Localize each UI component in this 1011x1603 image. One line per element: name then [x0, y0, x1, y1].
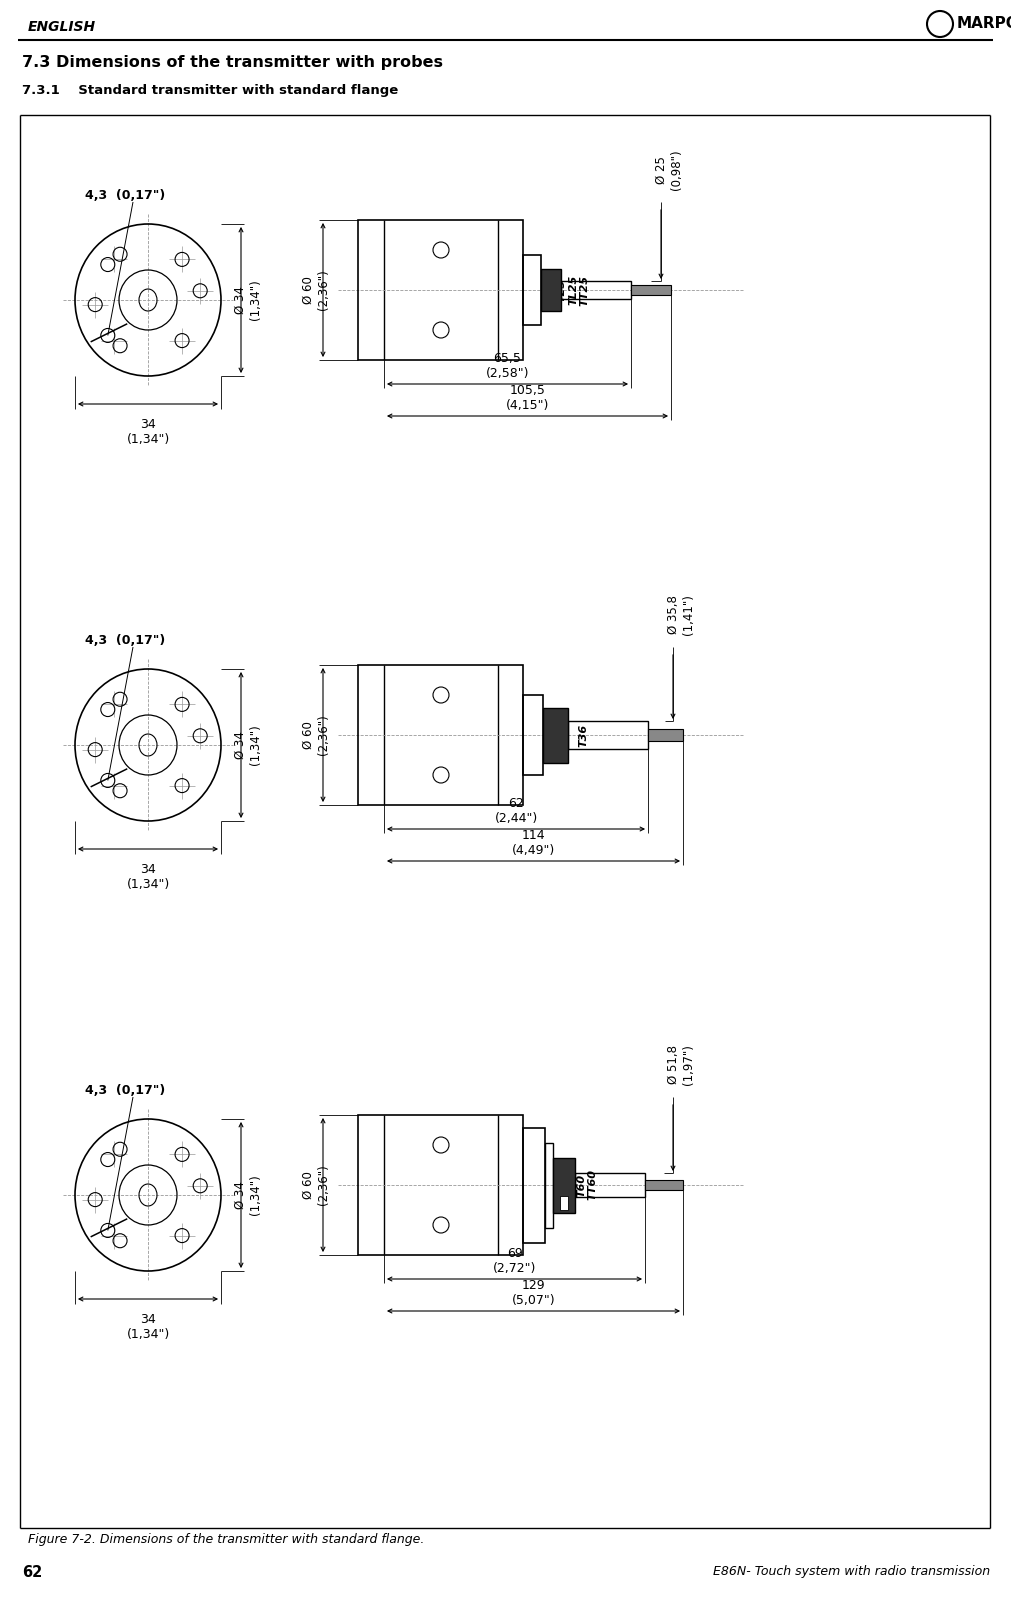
- Text: Figure 7-2. Dimensions of the transmitter with standard flange.: Figure 7-2. Dimensions of the transmitte…: [28, 1532, 425, 1545]
- Bar: [568, 721, 648, 749]
- Bar: [545, 1143, 553, 1228]
- Bar: [523, 696, 543, 774]
- Text: 105,5
(4,15"): 105,5 (4,15"): [506, 385, 549, 412]
- Bar: [543, 709, 568, 763]
- Bar: [541, 269, 561, 311]
- Text: MARPOSS: MARPOSS: [957, 16, 1011, 32]
- Text: 7.3 Dimensions of the transmitter with probes: 7.3 Dimensions of the transmitter with p…: [22, 55, 443, 71]
- Text: Ø 60
(2,36"): Ø 60 (2,36"): [302, 1165, 330, 1205]
- Text: 114
(4,49"): 114 (4,49"): [512, 829, 555, 858]
- Bar: [358, 1116, 523, 1255]
- Text: Ø 34
(1,34"): Ø 34 (1,34"): [234, 279, 262, 321]
- Bar: [560, 1196, 568, 1210]
- Text: 62
(2,44"): 62 (2,44"): [494, 797, 538, 826]
- Text: 34
(1,34"): 34 (1,34"): [126, 862, 170, 891]
- Bar: [631, 285, 671, 295]
- Text: 4,3  (0,17"): 4,3 (0,17"): [85, 189, 165, 202]
- Bar: [358, 220, 523, 361]
- Text: 129
(5,07"): 129 (5,07"): [512, 1279, 555, 1306]
- Text: T36: T36: [578, 723, 588, 747]
- Text: Ø 51,8
(1,97"): Ø 51,8 (1,97"): [667, 1044, 695, 1085]
- Bar: [648, 729, 683, 741]
- Bar: [645, 1180, 683, 1189]
- Text: 69
(2,72"): 69 (2,72"): [492, 1247, 536, 1274]
- Bar: [523, 255, 541, 325]
- Bar: [575, 1173, 645, 1197]
- Text: m: m: [934, 19, 945, 29]
- Circle shape: [927, 11, 953, 37]
- Text: Ø 60
(2,36"): Ø 60 (2,36"): [302, 715, 330, 755]
- Text: E86N- Touch system with radio transmission: E86N- Touch system with radio transmissi…: [713, 1565, 990, 1577]
- Text: 7.3.1    Standard transmitter with standard flange: 7.3.1 Standard transmitter with standard…: [22, 83, 398, 98]
- Text: T25
TL25
TT25: T25 TL25 TT25: [556, 274, 589, 306]
- Text: Ø 25
(0,98"): Ø 25 (0,98"): [655, 149, 683, 191]
- Bar: [553, 1157, 575, 1213]
- Bar: [358, 665, 523, 805]
- Text: Ø 34
(1,34"): Ø 34 (1,34"): [234, 725, 262, 765]
- Text: Ø 60
(2,36"): Ø 60 (2,36"): [302, 269, 330, 311]
- Text: 4,3  (0,17"): 4,3 (0,17"): [85, 1084, 165, 1096]
- Text: 62: 62: [22, 1565, 42, 1581]
- Text: 34
(1,34"): 34 (1,34"): [126, 418, 170, 446]
- Bar: [523, 1129, 545, 1242]
- Text: 34
(1,34"): 34 (1,34"): [126, 1313, 170, 1342]
- Text: Ø 35,8
(1,41"): Ø 35,8 (1,41"): [667, 595, 695, 635]
- Text: 65,5
(2,58"): 65,5 (2,58"): [485, 353, 529, 380]
- Text: ENGLISH: ENGLISH: [28, 19, 96, 34]
- Bar: [561, 281, 631, 300]
- Text: Ø 34
(1,34"): Ø 34 (1,34"): [234, 1175, 262, 1215]
- Text: 4,3  (0,17"): 4,3 (0,17"): [85, 635, 165, 648]
- Text: T60
TT60: T60 TT60: [576, 1170, 598, 1201]
